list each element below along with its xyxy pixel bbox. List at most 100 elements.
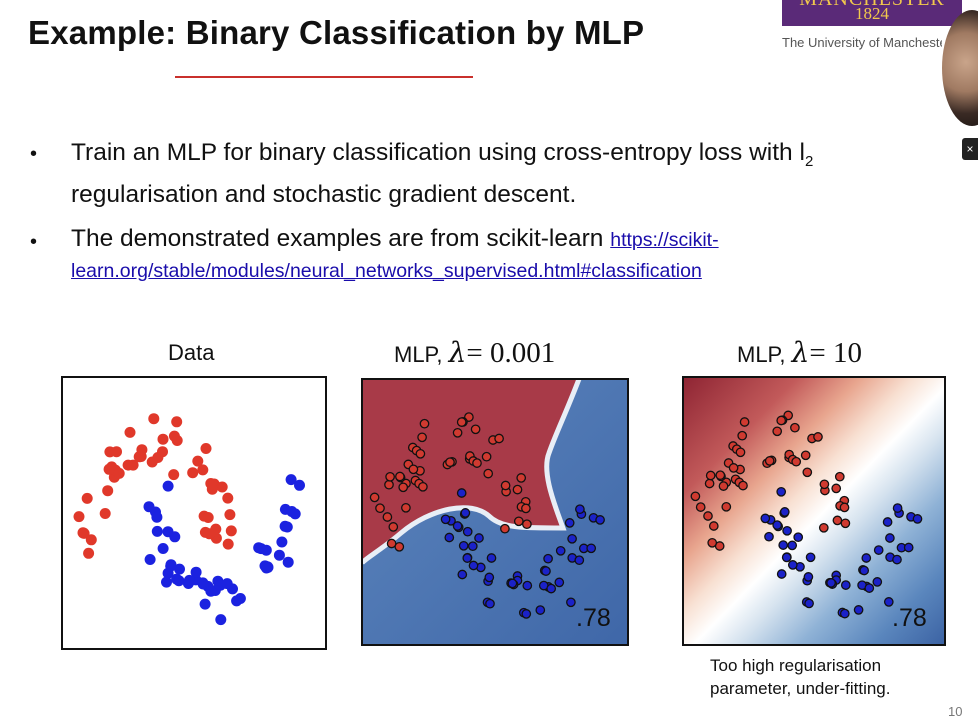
red-class-point [78, 527, 90, 539]
blue-class-point [456, 488, 467, 498]
red-class-point [418, 481, 428, 492]
lambda-symbol: λ [791, 336, 810, 369]
blue-class-point [144, 554, 156, 565]
blue-class-point [805, 552, 816, 563]
red-class-point [369, 492, 380, 503]
blue-class-point [157, 543, 169, 554]
red-class-point [168, 469, 180, 481]
blue-class-point [912, 514, 923, 524]
blue-class-point [462, 553, 473, 563]
blue-class-point [151, 525, 163, 537]
blue-class-point [281, 521, 293, 533]
blue-class-point [567, 533, 577, 544]
red-class-point [388, 522, 399, 532]
blue-class-point [485, 598, 495, 609]
blue-class-point [793, 532, 804, 543]
logo-subtitle: The University of Manchester [782, 35, 942, 50]
red-class-point [708, 521, 719, 531]
blue-class-point [541, 566, 551, 576]
bullet-2-text: The demonstrated examples are from sciki… [71, 225, 604, 252]
blue-class-point [273, 549, 285, 561]
blue-class-point [554, 577, 565, 588]
red-class-point [222, 492, 234, 504]
blue-class-point [521, 609, 532, 619]
blue-class-point [452, 521, 463, 531]
mlp-low-eq: = 0.001 [466, 337, 556, 369]
blue-class-point [231, 595, 243, 607]
blue-class-point [440, 514, 451, 525]
red-class-point [739, 417, 750, 427]
red-class-point [721, 501, 732, 512]
blue-class-point [462, 526, 473, 537]
scikit-learn-link-cont[interactable]: learn.org/stable/modules/neural_networks… [71, 260, 702, 282]
blue-class-point [595, 515, 605, 525]
caption-line2: parameter, under-fitting. [710, 679, 891, 698]
blue-class-point [276, 536, 288, 548]
bullet-1-line1: Train an MLP for binary classification u… [71, 139, 805, 166]
red-class-point [456, 417, 467, 427]
blue-class-point [285, 474, 297, 486]
mlp-high-eq: = 10 [809, 337, 862, 369]
red-class-point [791, 456, 802, 467]
red-class-point [398, 482, 409, 493]
blue-class-point [586, 543, 597, 554]
bullet-2: The demonstrated examples are from sciki… [71, 224, 951, 286]
blue-class-point [174, 563, 185, 575]
blue-class-point [162, 480, 174, 492]
scikit-learn-link[interactable]: https://scikit- [610, 229, 719, 251]
logo-word: MANCHESTER [782, 0, 962, 11]
blue-class-point [764, 531, 774, 542]
red-class-point [103, 463, 115, 475]
red-class-point [500, 523, 510, 534]
red-class-point [197, 464, 209, 476]
blue-class-point [294, 479, 305, 491]
red-class-point [819, 479, 830, 490]
blue-class-point [190, 566, 202, 578]
red-class-point [111, 446, 122, 458]
blue-class-point [282, 556, 294, 568]
blue-class-point [885, 533, 895, 543]
blue-class-point [859, 565, 870, 576]
red-class-point [171, 416, 183, 428]
mlp-high-score: .78 [892, 604, 927, 632]
blue-class-point [883, 597, 894, 607]
blue-class-point [853, 605, 864, 615]
blue-class-point [804, 598, 814, 609]
red-class-point [839, 502, 850, 513]
red-class-point [513, 516, 524, 527]
red-class-point [472, 458, 482, 468]
blue-class-point [779, 507, 790, 517]
red-class-point [718, 481, 729, 491]
red-class-point [202, 512, 214, 523]
blue-class-point [260, 544, 272, 556]
red-class-point [81, 492, 93, 504]
red-class-point [204, 528, 215, 540]
red-class-point [737, 430, 748, 441]
mlp-low-decision-plot [361, 378, 629, 646]
blue-class-point [864, 583, 875, 593]
blue-class-point [787, 540, 798, 551]
red-class-point [200, 443, 212, 454]
red-class-point [512, 484, 523, 495]
red-class-point [834, 471, 845, 482]
red-class-point [516, 473, 527, 483]
blue-class-point [205, 585, 217, 597]
blue-class-point [468, 560, 479, 571]
red-class-point [831, 483, 842, 494]
red-class-point [148, 413, 160, 425]
blue-class-point [507, 578, 518, 589]
presenter-video-icon[interactable] [942, 10, 978, 126]
blue-class-point [467, 541, 478, 552]
title-underline [175, 76, 473, 78]
close-icon[interactable]: × [962, 138, 978, 160]
blue-class-point [197, 578, 209, 590]
bullet-icon: • [30, 143, 38, 165]
red-class-point [157, 433, 169, 445]
red-class-point [704, 478, 715, 489]
red-class-point [840, 518, 851, 529]
blue-class-point [776, 486, 787, 497]
data-panel-label: Data [168, 340, 215, 365]
red-class-point [818, 522, 829, 533]
red-class-point [375, 503, 385, 514]
page-number: 10 [948, 704, 963, 719]
